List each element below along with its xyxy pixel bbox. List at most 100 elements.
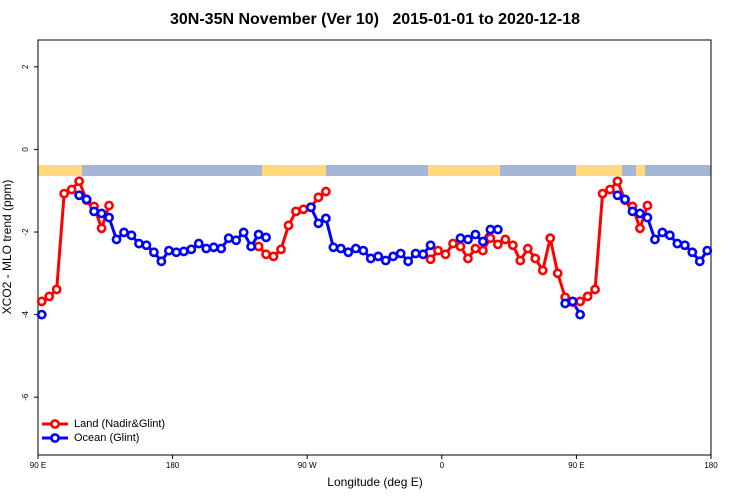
- data-point: [440, 249, 451, 260]
- data-point: [485, 233, 496, 244]
- data-point: [605, 184, 615, 195]
- x-tick-label: 0: [440, 461, 445, 470]
- land-band: [576, 165, 622, 176]
- chart-title: 30N-35N November (Ver 10) 2015-01-01 to …: [170, 11, 580, 28]
- data-point: [261, 249, 271, 260]
- data-point: [171, 247, 182, 258]
- data-point: [567, 296, 578, 307]
- data-point: [119, 227, 129, 238]
- data-point: [463, 234, 473, 245]
- data-point: [96, 208, 107, 219]
- data-point: [74, 176, 85, 187]
- x-tick-label: 90 E: [30, 461, 46, 470]
- data-point: [306, 202, 316, 213]
- data-point: [492, 224, 503, 235]
- data-point: [268, 251, 279, 262]
- legend-label: Land (Nadir&Glint): [74, 418, 165, 430]
- data-point: [478, 236, 488, 247]
- data-point: [492, 239, 503, 250]
- data-point: [380, 255, 391, 266]
- data-point: [343, 247, 354, 258]
- data-point: [515, 255, 526, 266]
- data-point: [560, 298, 571, 309]
- data-point: [403, 256, 414, 267]
- data-point: [664, 230, 675, 241]
- y-tick-label: 0: [21, 147, 30, 152]
- land-band: [636, 165, 645, 176]
- legend-swatch-point: [50, 419, 60, 429]
- y-tick-label: -4: [21, 311, 30, 319]
- data-point: [216, 243, 227, 254]
- data-point: [66, 184, 77, 195]
- data-point: [156, 256, 167, 267]
- data-point: [134, 238, 144, 249]
- data-point: [261, 232, 271, 243]
- data-point: [687, 247, 698, 258]
- data-point: [635, 223, 645, 234]
- data-point: [530, 253, 541, 264]
- data-point: [350, 243, 361, 254]
- data-point: [298, 204, 309, 215]
- data-point: [291, 206, 301, 217]
- data-point: [223, 233, 234, 244]
- data-point: [642, 200, 653, 211]
- data-point: [702, 245, 713, 256]
- data-point: [418, 249, 429, 260]
- data-point: [313, 218, 324, 229]
- x-tick-label: 180: [166, 461, 180, 470]
- data-point: [388, 251, 399, 262]
- x-tick-label: 90 E: [568, 461, 584, 470]
- data-point: [500, 234, 511, 245]
- data-point: [552, 268, 563, 279]
- y-tick-label: -2: [21, 228, 30, 236]
- data-point: [51, 284, 62, 295]
- data-point: [507, 240, 518, 251]
- data-point: [163, 245, 174, 256]
- data-point: [104, 200, 114, 211]
- land-band: [428, 165, 500, 176]
- data-point: [365, 253, 376, 264]
- legend-swatch-point: [50, 433, 60, 443]
- data-point: [283, 220, 294, 231]
- data-point: [612, 176, 623, 187]
- data-point: [657, 227, 668, 238]
- data-point: [104, 212, 114, 223]
- data-point: [590, 284, 600, 295]
- data-point: [635, 208, 645, 219]
- data-point: [126, 230, 137, 241]
- data-point: [313, 192, 324, 203]
- data-point: [582, 291, 593, 302]
- data-point: [545, 233, 556, 244]
- data-point: [642, 212, 653, 223]
- data-point: [44, 291, 55, 302]
- x-axis-label: Longitude (deg E): [327, 475, 422, 489]
- data-point: [178, 246, 189, 257]
- land-ocean-strip: [38, 165, 711, 176]
- data-point: [679, 240, 690, 251]
- data-point: [672, 238, 683, 249]
- legend-label: Ocean (Glint): [74, 432, 139, 444]
- data-point: [410, 248, 421, 259]
- data-point: [433, 245, 443, 256]
- data-point: [74, 190, 85, 201]
- data-point: [246, 241, 257, 252]
- data-point: [36, 309, 47, 320]
- data-point: [201, 243, 212, 254]
- data-point: [208, 242, 219, 253]
- data-point: [455, 241, 466, 252]
- data-point: [650, 234, 660, 245]
- data-point: [448, 238, 458, 249]
- data-point: [231, 235, 242, 246]
- data-point: [253, 241, 264, 252]
- data-point: [59, 188, 70, 199]
- data-point: [373, 251, 384, 262]
- data-point: [186, 244, 197, 255]
- data-point: [358, 245, 369, 256]
- data-point: [597, 188, 608, 199]
- data-point: [141, 240, 152, 251]
- ocean-band: [38, 165, 711, 176]
- data-point: [425, 254, 436, 265]
- data-point: [694, 256, 705, 267]
- data-point: [537, 265, 548, 276]
